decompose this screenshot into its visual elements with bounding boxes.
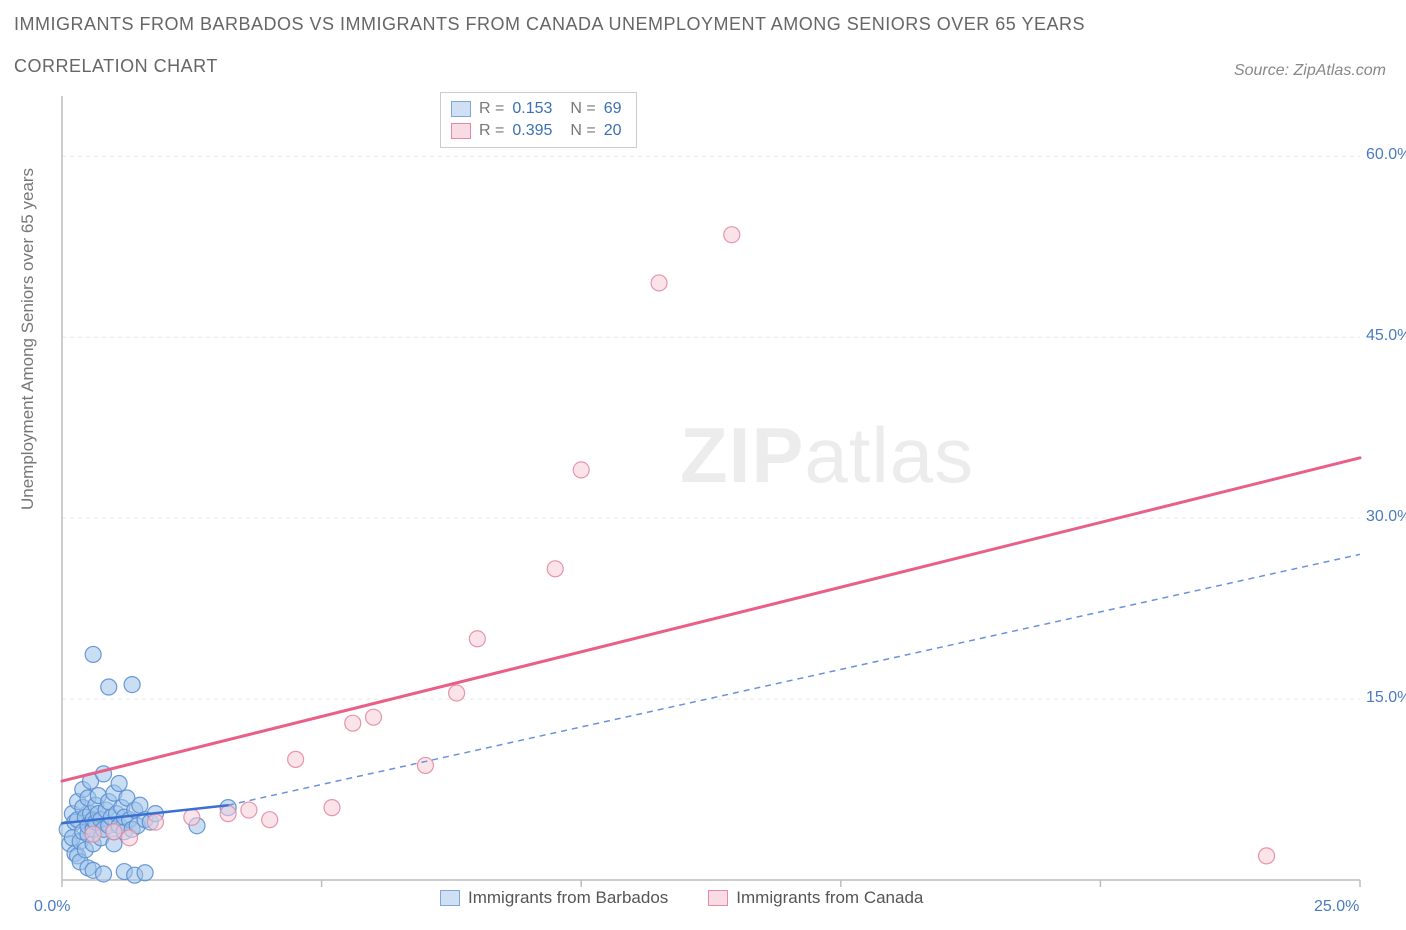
legend-item: Immigrants from Barbados	[440, 888, 668, 908]
legend-stats-row: R = 0.153 N = 69	[451, 98, 622, 120]
legend-swatch	[708, 890, 728, 906]
source-attribution: Source: ZipAtlas.com	[1234, 62, 1386, 80]
legend-stats-row: R = 0.395 N = 20	[451, 120, 622, 142]
chart-title-line1: IMMIGRANTS FROM BARBADOS VS IMMIGRANTS F…	[14, 14, 1085, 35]
legend-stats-box: R = 0.153 N = 69 R = 0.395 N = 20	[440, 92, 637, 148]
legend-swatch	[440, 890, 460, 906]
legend-label: Immigrants from Barbados	[468, 888, 668, 908]
legend-label: Immigrants from Canada	[736, 888, 923, 908]
legend-swatch	[451, 101, 471, 117]
y-tick-label: 30.0%	[1366, 508, 1406, 526]
y-tick-label: 45.0%	[1366, 327, 1406, 345]
chart-svg	[0, 90, 1406, 930]
y-axis-label: Unemployment Among Seniors over 65 years	[18, 168, 38, 510]
legend-swatch	[451, 123, 471, 139]
chart-title-line2: CORRELATION CHART	[14, 56, 218, 77]
y-tick-label: 15.0%	[1366, 689, 1406, 707]
legend-series: Immigrants from Barbados Immigrants from…	[440, 888, 923, 908]
correlation-chart: Unemployment Among Seniors over 65 years…	[0, 90, 1406, 930]
y-tick-label: 60.0%	[1366, 146, 1406, 164]
legend-item: Immigrants from Canada	[708, 888, 923, 908]
x-tick-label: 0.0%	[34, 898, 70, 916]
x-tick-label: 25.0%	[1314, 898, 1359, 916]
